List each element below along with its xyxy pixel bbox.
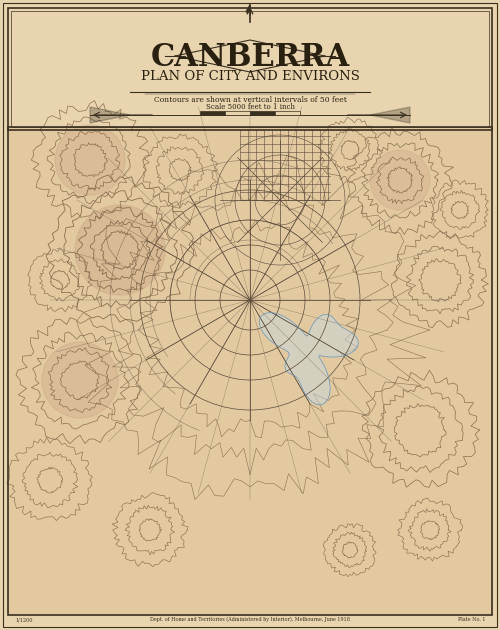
Polygon shape (370, 107, 410, 123)
Bar (8, 127, 492, 615)
Polygon shape (90, 107, 130, 123)
Circle shape (370, 150, 430, 210)
Polygon shape (260, 312, 358, 405)
Bar (225, 111, 250, 115)
Polygon shape (246, 5, 250, 12)
Text: Plate No. 1: Plate No. 1 (458, 617, 485, 622)
Circle shape (42, 342, 118, 418)
Bar (8, 8, 492, 130)
Circle shape (55, 125, 125, 195)
Bar (8, 127, 492, 615)
Bar (200, 111, 225, 115)
Text: Dept. of Home and Territories (Administered by Interior), Melbourne, June 1918: Dept. of Home and Territories (Administe… (150, 617, 350, 622)
Circle shape (75, 205, 165, 295)
Bar (250, 111, 275, 115)
Text: Scale 5000 feet to 1 inch: Scale 5000 feet to 1 inch (206, 103, 294, 111)
Text: 1/1200: 1/1200 (15, 617, 32, 622)
Text: CANBERRA: CANBERRA (150, 42, 350, 74)
Bar (275, 111, 300, 115)
Bar (8, 8, 492, 130)
Text: PLAN OF CITY AND ENVIRONS: PLAN OF CITY AND ENVIRONS (140, 71, 360, 84)
Bar (11, 11, 489, 127)
Text: Contours are shown at vertical intervals of 50 feet: Contours are shown at vertical intervals… (154, 96, 346, 104)
